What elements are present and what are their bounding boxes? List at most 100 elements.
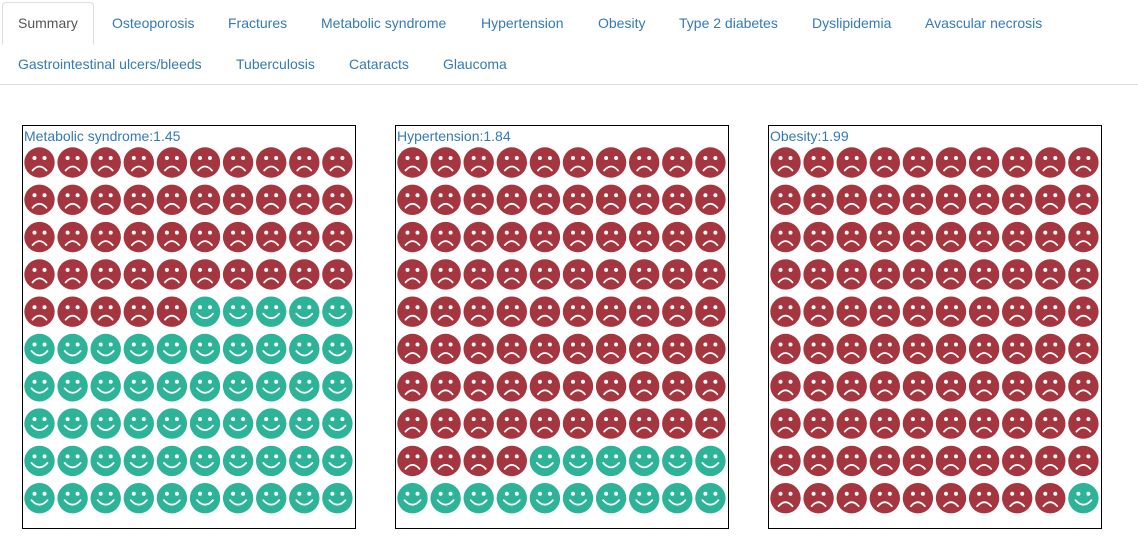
sad-face-icon (1002, 408, 1033, 439)
tab-avascular-necrosis[interactable]: Avascular necrosis (925, 15, 1043, 31)
sad-face-icon (770, 184, 801, 215)
sad-face-icon (1002, 296, 1033, 327)
sad-face-icon (836, 408, 867, 439)
tab-metabolic-syndrome[interactable]: Metabolic syndrome (321, 15, 447, 31)
tab-fractures[interactable]: Fractures (228, 15, 288, 31)
happy-face-icon (289, 333, 320, 365)
happy-face-icon (222, 408, 254, 439)
tab-osteoporosis[interactable]: Osteoporosis (112, 15, 195, 31)
sad-face-icon (836, 184, 867, 215)
tab-glaucoma[interactable]: Glaucoma (443, 56, 507, 72)
sad-face-icon (770, 147, 801, 178)
sad-face-icon (463, 408, 494, 439)
sad-face-icon (1068, 259, 1099, 290)
happy-face-icon (496, 483, 527, 514)
face-grid (24, 147, 353, 514)
sad-face-icon (902, 371, 934, 402)
sad-face-icon (57, 147, 88, 178)
sad-face-icon (397, 445, 428, 477)
tab-hypertension[interactable]: Hypertension (481, 15, 564, 31)
tab-summary[interactable]: Summary (2, 2, 94, 45)
happy-face-icon (222, 445, 254, 477)
sad-face-icon (968, 445, 1000, 477)
sad-face-icon (662, 259, 693, 290)
sad-face-icon (968, 333, 1000, 365)
sad-face-icon (869, 408, 900, 439)
sad-face-icon (869, 221, 900, 253)
happy-face-icon (57, 483, 88, 514)
sad-face-icon (662, 184, 693, 215)
sad-face-icon (695, 221, 726, 253)
sad-face-icon (803, 221, 834, 253)
happy-face-icon (397, 483, 428, 514)
sad-face-icon (57, 259, 88, 290)
sad-face-icon (902, 483, 934, 514)
sad-face-icon (463, 147, 494, 178)
sad-face-icon (836, 333, 867, 365)
sad-face-icon (1002, 333, 1033, 365)
sad-face-icon (562, 371, 594, 402)
sad-face-icon (803, 147, 834, 178)
sad-face-icon (935, 259, 967, 290)
sad-face-icon (90, 147, 121, 178)
happy-face-icon (256, 296, 287, 327)
tab-gastrointestinal-ulcers-bleeds[interactable]: Gastrointestinal ulcers/bleeds (18, 56, 202, 72)
happy-face-icon (24, 371, 55, 402)
sad-face-icon (496, 445, 527, 477)
sad-face-icon (322, 221, 353, 253)
sad-face-icon (90, 221, 121, 253)
happy-face-icon (322, 371, 353, 402)
happy-face-icon (90, 408, 121, 439)
sad-face-icon (496, 296, 527, 327)
sad-face-icon (463, 371, 494, 402)
happy-face-icon (463, 483, 494, 514)
sad-face-icon (430, 221, 461, 253)
sad-face-icon (123, 259, 154, 290)
happy-face-icon (90, 371, 121, 402)
sad-face-icon (463, 221, 494, 253)
happy-face-icon (123, 408, 154, 439)
sad-face-icon (695, 147, 726, 178)
sad-face-icon (629, 147, 660, 178)
sad-face-icon (90, 296, 121, 327)
sad-face-icon (222, 221, 254, 253)
tab-obesity[interactable]: Obesity (598, 15, 646, 31)
sad-face-icon (430, 147, 461, 178)
sad-face-icon (803, 259, 834, 290)
happy-face-icon (57, 445, 88, 477)
happy-face-icon (695, 483, 726, 514)
happy-face-icon (156, 445, 188, 477)
sad-face-icon (836, 445, 867, 477)
sad-face-icon (935, 408, 967, 439)
tab-type-2-diabetes[interactable]: Type 2 diabetes (679, 15, 778, 31)
sad-face-icon (289, 259, 320, 290)
sad-face-icon (629, 221, 660, 253)
sad-face-icon (695, 184, 726, 215)
sad-face-icon (595, 296, 627, 327)
sad-face-icon (397, 371, 428, 402)
sad-face-icon (1002, 147, 1033, 178)
happy-face-icon (222, 296, 254, 327)
happy-face-icon (322, 408, 353, 439)
sad-face-icon (595, 147, 627, 178)
sad-face-icon (397, 333, 428, 365)
happy-face-icon (90, 445, 121, 477)
sad-face-icon (968, 184, 1000, 215)
sad-face-icon (496, 221, 527, 253)
sad-face-icon (397, 221, 428, 253)
sad-face-icon (1002, 184, 1033, 215)
sad-face-icon (463, 296, 494, 327)
tab-cataracts[interactable]: Cataracts (349, 56, 409, 72)
happy-face-icon (289, 371, 320, 402)
sad-face-icon (869, 259, 900, 290)
sad-face-icon (902, 221, 934, 253)
sad-face-icon (836, 259, 867, 290)
tab-tuberculosis[interactable]: Tuberculosis (236, 56, 315, 72)
happy-face-icon (256, 445, 287, 477)
sad-face-icon (529, 147, 561, 178)
sad-face-icon (562, 408, 594, 439)
sad-face-icon (836, 221, 867, 253)
sad-face-icon (562, 259, 594, 290)
tab-dyslipidemia[interactable]: Dyslipidemia (812, 15, 892, 31)
sad-face-icon (1035, 445, 1066, 477)
